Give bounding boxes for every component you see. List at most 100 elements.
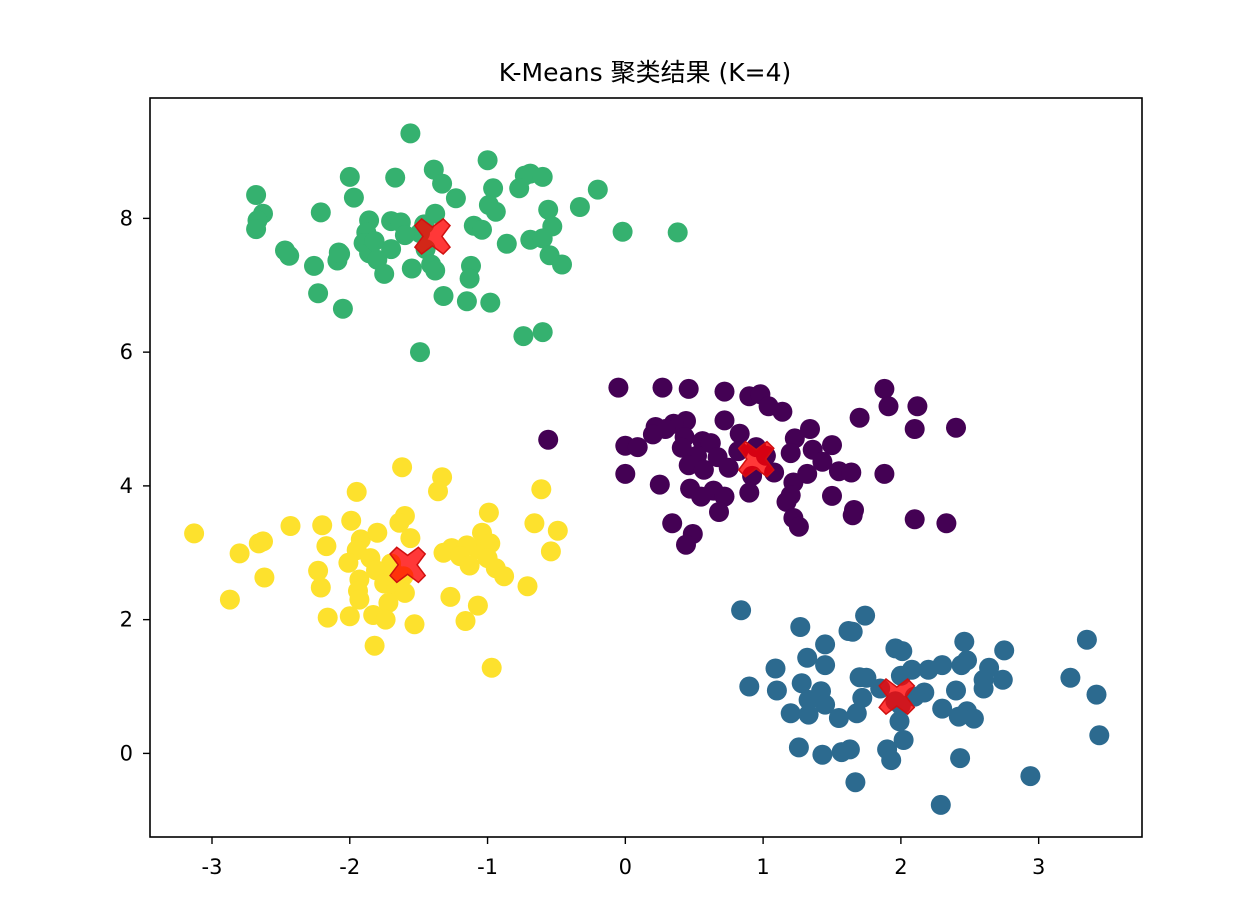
cluster-1-point: [957, 650, 977, 671]
cluster-0-point: [714, 410, 735, 431]
x-tick-label: 0: [619, 855, 632, 879]
x-axis: -3 -2 -1 0 1 2 3: [202, 837, 1045, 879]
cluster-1-point: [790, 617, 811, 637]
cluster-1-point: [849, 667, 870, 688]
cluster-2-point: [612, 221, 633, 242]
cluster-0-point: [627, 437, 648, 458]
cluster-2-point: [538, 199, 559, 220]
cluster-1-point: [739, 676, 760, 697]
cluster-0-point: [788, 516, 809, 537]
cluster-3-point: [517, 576, 538, 597]
cluster-0-point: [714, 381, 735, 402]
cluster-2-point: [456, 291, 477, 312]
cluster-1-point: [1060, 667, 1081, 688]
cluster-3-point: [547, 520, 568, 541]
cluster-2-point: [304, 255, 324, 276]
y-axis: 0 2 4 6 8: [120, 206, 150, 765]
cluster-0-point: [714, 486, 735, 507]
cluster-3-point: [524, 513, 545, 534]
cluster-3-point: [481, 657, 502, 678]
cluster-2-point: [246, 219, 267, 240]
cluster-1-point: [852, 687, 873, 708]
cluster-0-point: [739, 482, 760, 503]
cluster-3-point: [367, 522, 388, 543]
y-tick-label: 6: [120, 340, 133, 364]
cluster-3-point: [375, 609, 396, 630]
cluster-0-point: [729, 423, 750, 444]
cluster-3-point: [312, 515, 333, 536]
cluster-0-point: [904, 419, 925, 439]
cluster-0-point: [841, 462, 862, 483]
cluster-1-point: [946, 680, 966, 701]
centroid-marker: [389, 546, 427, 584]
cluster-1-point: [889, 711, 910, 732]
cluster-3-point: [467, 595, 488, 616]
cluster-3-point: [378, 592, 399, 613]
x-tick-label: 1: [756, 855, 769, 879]
cluster-3-point: [364, 635, 385, 656]
cluster-2-point: [401, 258, 422, 279]
cluster-2-point: [445, 188, 466, 209]
cluster-0-point: [691, 486, 712, 507]
cluster-2-point: [246, 185, 267, 205]
cluster-3-point: [428, 481, 448, 502]
cluster-0-point: [800, 419, 820, 439]
cluster-2-point: [433, 286, 454, 306]
cluster-3-point: [455, 611, 476, 631]
cluster-3-point: [184, 523, 205, 544]
cluster-0-point: [678, 455, 699, 476]
cluster-1-point: [1089, 725, 1110, 746]
cluster-1-point: [954, 631, 975, 652]
cluster-1-point: [1076, 629, 1097, 650]
cluster-1-point: [815, 694, 836, 715]
y-tick-label: 0: [120, 741, 133, 765]
cluster-3-point: [253, 531, 273, 552]
cluster-2-point: [509, 178, 530, 199]
cluster-0-point: [615, 463, 636, 484]
cluster-2-point: [432, 173, 453, 194]
x-tick-label: -2: [339, 855, 360, 879]
y-tick-label: 2: [120, 608, 133, 632]
cluster-1-point: [798, 704, 819, 725]
cluster-1-point: [798, 689, 819, 710]
cluster-2-point: [310, 202, 331, 223]
cluster-0-point: [538, 429, 559, 450]
cluster-1-point: [881, 750, 902, 771]
cluster-2-point: [394, 225, 415, 246]
cluster-1-point: [828, 708, 849, 728]
cluster-3-point: [254, 567, 275, 588]
cluster-3-point: [338, 552, 359, 573]
cluster-0-point: [671, 437, 692, 458]
cluster-1-point: [855, 605, 876, 626]
cluster-2-point: [410, 342, 430, 363]
cluster-1-point: [812, 744, 833, 765]
cluster-0-point: [709, 502, 729, 522]
cluster-3-point: [280, 516, 301, 536]
cluster-3-point: [349, 589, 370, 610]
cluster-2-point: [485, 201, 506, 222]
x-tick-label: 3: [1032, 855, 1045, 879]
cluster-0-point: [780, 443, 801, 464]
cluster-3-point: [404, 614, 425, 635]
cluster-0-point: [946, 417, 966, 438]
cluster-3-point: [339, 606, 360, 627]
cluster-1-point: [1086, 684, 1107, 705]
cluster-1-point: [930, 794, 951, 815]
cluster-2-point: [279, 245, 300, 266]
cluster-1-point: [950, 748, 971, 769]
cluster-2-point: [308, 283, 329, 304]
cluster-1-point: [932, 698, 953, 719]
cluster-1-point: [788, 737, 809, 758]
cluster-0-point: [678, 378, 699, 399]
cluster-1-point: [766, 680, 787, 701]
cluster-1-point: [731, 600, 752, 621]
cluster-0-point: [936, 513, 957, 534]
cluster-3-point: [440, 586, 461, 607]
cluster-2-point: [364, 231, 385, 252]
cluster-1-point: [780, 703, 801, 724]
cluster-2-point: [459, 268, 480, 289]
cluster-0-point: [904, 509, 925, 530]
cluster-2-point: [552, 254, 572, 275]
